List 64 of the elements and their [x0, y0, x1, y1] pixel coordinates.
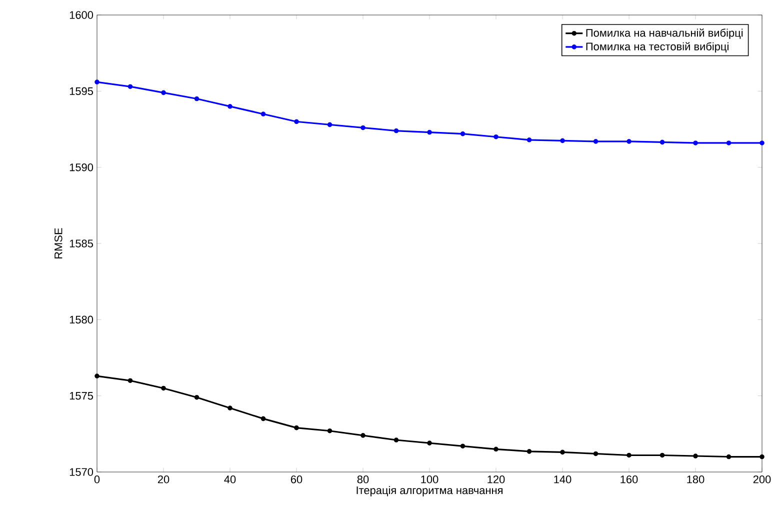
point: [161, 90, 166, 96]
x-tick-label: 180: [687, 476, 704, 484]
x-tick-label: 200: [753, 476, 771, 484]
x-tick-label: 40: [224, 476, 236, 484]
point: [427, 130, 432, 135]
point: [128, 378, 133, 383]
point: [260, 416, 266, 422]
point: [560, 138, 565, 144]
x-tick-label: 120: [488, 476, 505, 484]
point: [626, 452, 632, 458]
point: [427, 440, 432, 446]
point: [128, 84, 133, 89]
x-tick-label: 100: [421, 476, 438, 484]
x-tick-label: 0: [94, 476, 100, 484]
point: [560, 450, 565, 455]
y-tick-label: 1585: [70, 240, 94, 248]
x-tick-label: 20: [158, 476, 170, 484]
point: [593, 451, 598, 456]
point: [460, 131, 466, 136]
y-tick-label: 1575: [70, 392, 94, 400]
point: [194, 394, 200, 400]
point: [460, 444, 466, 448]
point: [394, 438, 399, 442]
point: [494, 446, 498, 452]
y-tick-label: 1580: [70, 316, 94, 324]
point: [360, 433, 366, 438]
legend-label: Помилка на тестовій вибірці: [586, 42, 728, 53]
point: [660, 452, 665, 458]
point: [593, 139, 598, 144]
point: [726, 454, 732, 460]
point: [161, 386, 166, 391]
point: [726, 140, 732, 146]
x-tick-label: 80: [357, 476, 369, 484]
point: [526, 449, 532, 454]
point: [693, 140, 698, 146]
point: [94, 80, 100, 84]
legend-label: Помилка на навчальній вибірці: [586, 28, 743, 39]
point: [394, 128, 399, 134]
point: [526, 138, 532, 142]
x-tick-label: 60: [290, 476, 302, 484]
point: [294, 119, 299, 124]
point: [760, 140, 764, 146]
point: [228, 406, 232, 410]
y-tick-label: 1590: [70, 163, 94, 172]
y-tick-label: 1595: [70, 87, 94, 96]
y-axis-title: RMSE: [54, 228, 62, 258]
point: [760, 454, 764, 460]
point: [494, 134, 498, 140]
point: [660, 140, 665, 145]
x-tick-label: 160: [620, 476, 638, 484]
point: [693, 454, 698, 458]
point: [228, 104, 232, 109]
point: [260, 112, 266, 116]
point: [294, 425, 299, 430]
y-tick-label: 1600: [70, 11, 94, 19]
x-axis-title: Ітерація алгоритма навчання: [356, 486, 502, 496]
y-tick-label: 1570: [70, 468, 94, 476]
x-tick-label: 140: [554, 476, 572, 484]
point: [194, 96, 200, 102]
point: [626, 139, 632, 144]
point: [360, 125, 366, 130]
point: [94, 374, 100, 378]
point: [327, 122, 332, 128]
point: [327, 428, 332, 434]
